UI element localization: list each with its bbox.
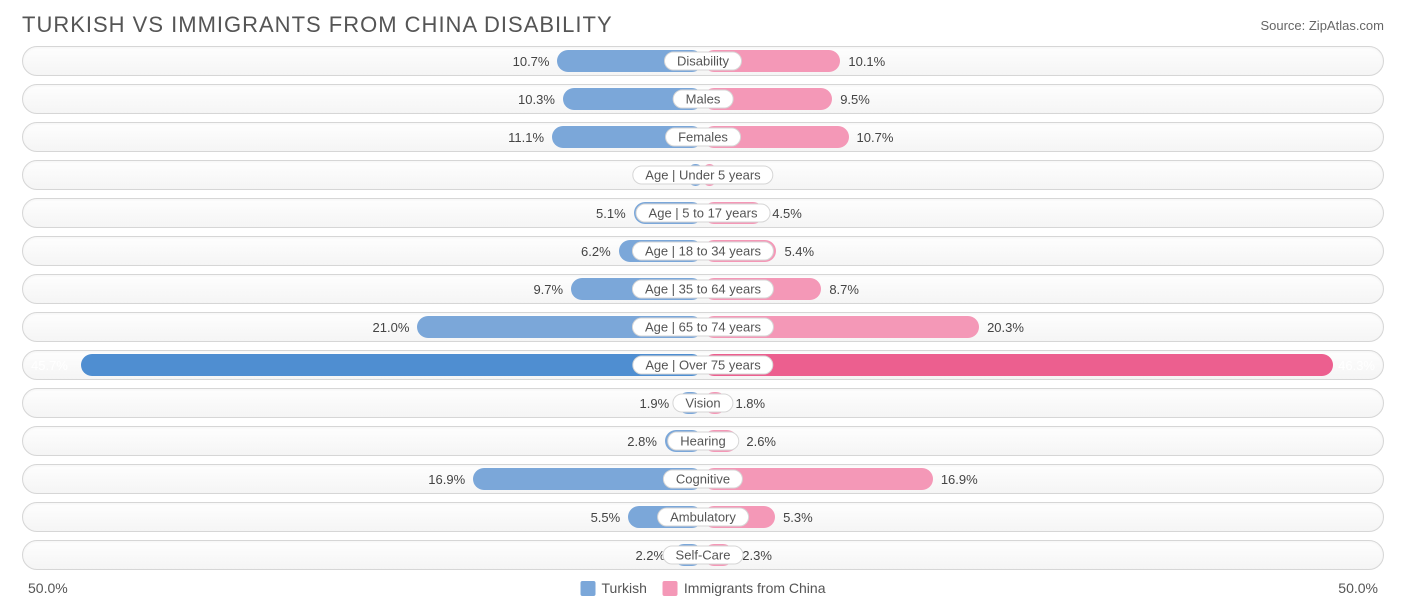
legend-label-left: Turkish	[602, 580, 647, 596]
category-label: Age | 5 to 17 years	[636, 204, 771, 223]
category-label: Age | 35 to 64 years	[632, 280, 774, 299]
category-label: Age | 18 to 34 years	[632, 242, 774, 261]
value-left: 45.7%	[31, 351, 68, 379]
chart-row: 45.7% 46.3% Age | Over 75 years	[22, 350, 1384, 380]
header: TURKISH VS IMMIGRANTS FROM CHINA DISABIL…	[0, 0, 1406, 42]
value-right: 20.3%	[987, 313, 1024, 341]
value-right: 10.7%	[857, 123, 894, 151]
value-right: 2.6%	[746, 427, 776, 455]
chart-row: 1.9% 1.8%Vision	[22, 388, 1384, 418]
axis-right-label: 50.0%	[1338, 580, 1378, 596]
legend: Turkish Immigrants from China	[581, 580, 826, 596]
value-left: 2.2%	[635, 541, 665, 569]
category-label: Males	[673, 90, 734, 109]
category-label: Disability	[664, 52, 742, 71]
chart-row: 11.1% 10.7% Females	[22, 122, 1384, 152]
value-right: 5.4%	[784, 237, 814, 265]
value-right: 2.3%	[742, 541, 772, 569]
value-right: 10.1%	[848, 47, 885, 75]
chart-row: 5.1% 4.5%Age | 5 to 17 years	[22, 198, 1384, 228]
category-label: Self-Care	[663, 546, 744, 565]
chart-row: 10.3% 9.5% Males	[22, 84, 1384, 114]
value-left: 10.7%	[513, 47, 550, 75]
chart-row: 5.5% 5.3% Ambulatory	[22, 502, 1384, 532]
chart-footer: 50.0% Turkish Immigrants from China 50.0…	[0, 578, 1406, 606]
value-left: 21.0%	[373, 313, 410, 341]
category-label: Age | 65 to 74 years	[632, 318, 774, 337]
chart-row: 16.9% 16.9% Cognitive	[22, 464, 1384, 494]
category-label: Hearing	[667, 432, 739, 451]
value-right: 8.7%	[829, 275, 859, 303]
category-label: Age | Over 75 years	[632, 356, 773, 375]
value-left: 1.9%	[640, 389, 670, 417]
value-left: 6.2%	[581, 237, 611, 265]
category-label: Ambulatory	[657, 508, 749, 527]
legend-swatch-left	[581, 581, 596, 596]
source-prefix: Source:	[1260, 18, 1308, 33]
source-attribution: Source: ZipAtlas.com	[1260, 12, 1384, 33]
legend-item-right: Immigrants from China	[663, 580, 826, 596]
chart-area: 10.7%10.1%Disability10.3%9.5%Males11.1%1…	[0, 42, 1406, 570]
value-left: 11.1%	[508, 123, 544, 151]
category-label: Cognitive	[663, 470, 743, 489]
value-left: 2.8%	[627, 427, 657, 455]
category-label: Females	[665, 128, 741, 147]
chart-title: TURKISH VS IMMIGRANTS FROM CHINA DISABIL…	[22, 12, 613, 38]
value-left: 5.1%	[596, 199, 626, 227]
value-left: 9.7%	[533, 275, 563, 303]
legend-swatch-right	[663, 581, 678, 596]
value-left: 10.3%	[518, 85, 555, 113]
legend-item-left: Turkish	[581, 580, 647, 596]
source-name: ZipAtlas.com	[1309, 18, 1384, 33]
bar-right	[703, 354, 1333, 376]
chart-row: 2.8% 2.6% Hearing	[22, 426, 1384, 456]
chart-row: 1.1%0.96%Age | Under 5 years	[22, 160, 1384, 190]
legend-label-right: Immigrants from China	[684, 580, 826, 596]
value-right: 16.9%	[941, 465, 978, 493]
value-right: 4.5%	[772, 199, 802, 227]
chart-row: 21.0% 20.3% Age | 65 to 74 years	[22, 312, 1384, 342]
value-right: 9.5%	[840, 85, 870, 113]
category-label: Age | Under 5 years	[632, 166, 773, 185]
chart-row: 10.7% 10.1% Disability	[22, 46, 1384, 76]
value-left: 16.9%	[428, 465, 465, 493]
chart-row: 2.2% 2.3%Self-Care	[22, 540, 1384, 570]
category-label: Vision	[672, 394, 733, 413]
value-right: 1.8%	[735, 389, 765, 417]
value-right: 5.3%	[783, 503, 813, 531]
bar-left	[81, 354, 703, 376]
value-right: 46.3%	[1338, 351, 1375, 379]
chart-row: 9.7% 8.7% Age | 35 to 64 years	[22, 274, 1384, 304]
value-left: 5.5%	[591, 503, 621, 531]
chart-row: 6.2% 5.4% Age | 18 to 34 years	[22, 236, 1384, 266]
axis-left-label: 50.0%	[28, 580, 68, 596]
